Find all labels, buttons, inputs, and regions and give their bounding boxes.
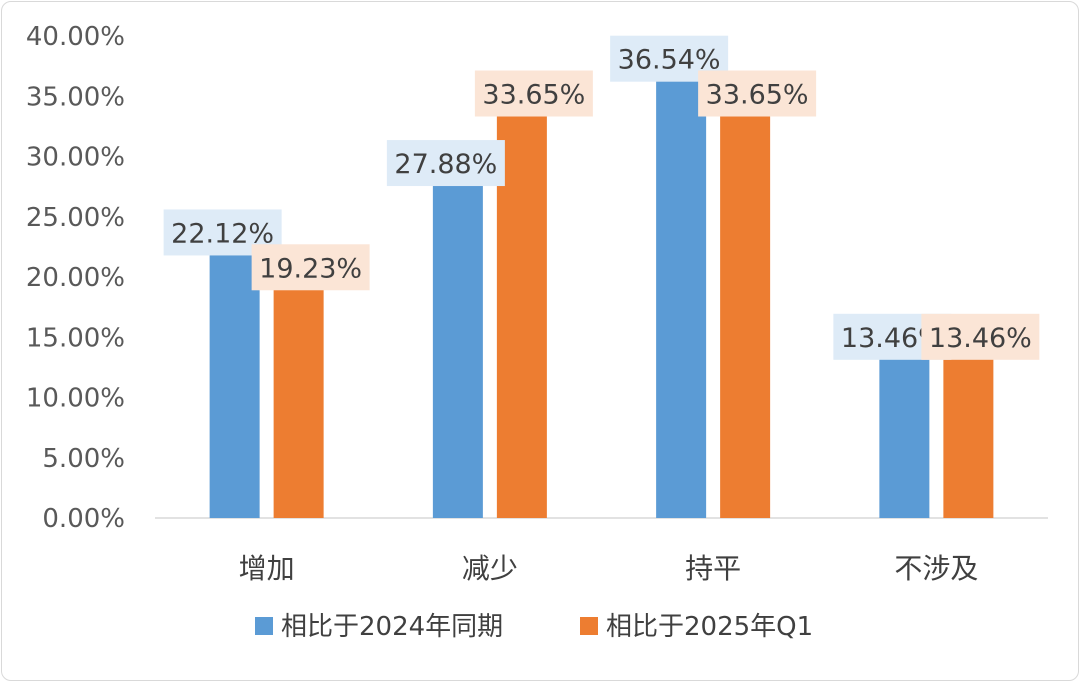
bar-qoq-3 bbox=[943, 355, 994, 518]
bar-qoq-0 bbox=[273, 286, 324, 518]
data-label-bg bbox=[921, 313, 1040, 360]
bar-yoy-0 bbox=[209, 251, 260, 519]
bar-qoq-1 bbox=[496, 112, 547, 518]
y-tick-label: 20.00% bbox=[26, 263, 125, 293]
y-tick-label: 35.00% bbox=[26, 82, 125, 112]
legend-label: 相比于2025年Q1 bbox=[606, 612, 813, 642]
data-label: 27.88% bbox=[394, 149, 497, 180]
bar-qoq-2 bbox=[720, 112, 771, 518]
legend-swatch-0 bbox=[255, 617, 273, 635]
data-label-bg bbox=[251, 244, 370, 291]
y-tick-label: 10.00% bbox=[26, 384, 125, 414]
y-tick-label: 40.00% bbox=[26, 22, 125, 52]
y-tick-label: 0.00% bbox=[42, 504, 125, 534]
data-label-bg bbox=[386, 140, 505, 187]
y-tick-label: 5.00% bbox=[42, 444, 125, 474]
x-category-label: 不涉及 bbox=[894, 552, 978, 585]
data-label-bg bbox=[698, 70, 817, 117]
x-category-label: 持平 bbox=[685, 552, 741, 585]
legend-label: 相比于2024年同期 bbox=[281, 612, 503, 642]
x-category-label: 减少 bbox=[462, 552, 518, 585]
data-label: 33.65% bbox=[482, 80, 585, 111]
y-tick-label: 30.00% bbox=[26, 143, 125, 173]
data-label: 13.46% bbox=[929, 323, 1032, 354]
data-label: 19.23% bbox=[259, 253, 362, 284]
y-tick-label: 15.00% bbox=[26, 323, 125, 353]
data-label: 33.65% bbox=[706, 80, 809, 111]
y-tick-label: 25.00% bbox=[26, 203, 125, 233]
bar-yoy-1 bbox=[432, 182, 483, 518]
bar-yoy-2 bbox=[656, 77, 707, 519]
legend-swatch-1 bbox=[580, 617, 598, 635]
bar-yoy-3 bbox=[879, 355, 930, 518]
data-label-bg bbox=[474, 70, 593, 117]
x-category-label: 增加 bbox=[239, 552, 295, 585]
